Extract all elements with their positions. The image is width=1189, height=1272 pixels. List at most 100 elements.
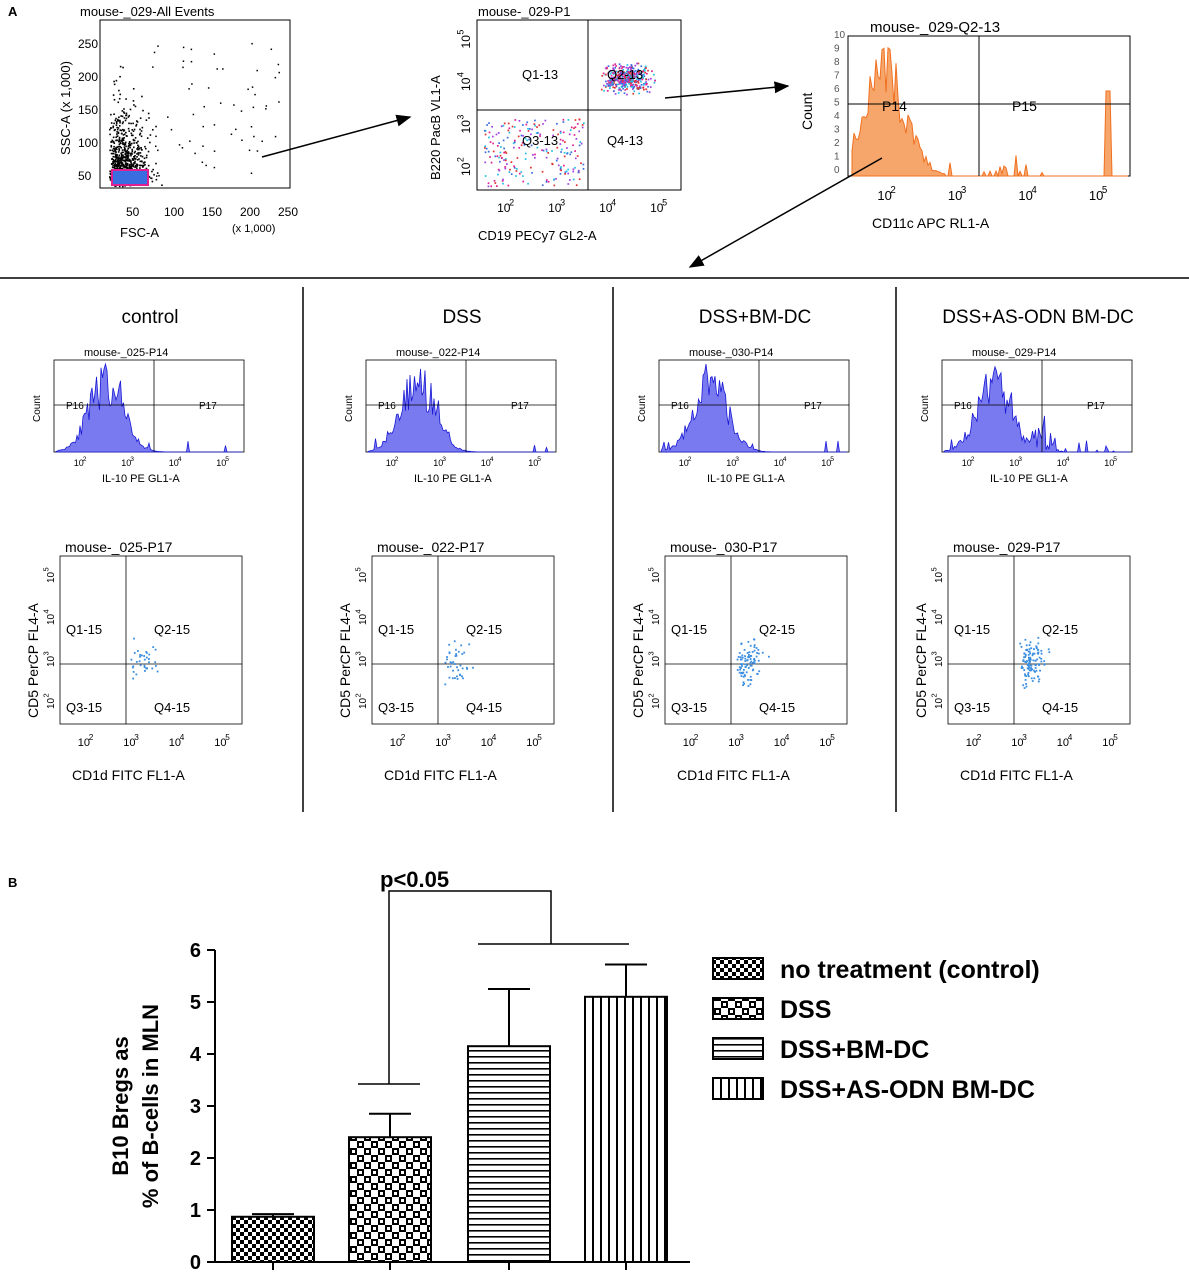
event-dot <box>634 83 637 86</box>
event-dot <box>1031 680 1034 682</box>
y-ticks: 0 1 2 3 4 5 6 <box>190 940 215 1272</box>
event-dot <box>278 101 280 103</box>
event-dot <box>619 70 622 73</box>
event-dot <box>136 153 138 155</box>
event-dot <box>1024 679 1027 681</box>
event-dot <box>136 121 139 123</box>
event-dot <box>141 155 144 158</box>
event-dot <box>1025 660 1028 663</box>
event-dot <box>637 80 639 83</box>
event-dot <box>136 142 138 144</box>
event-dot <box>125 164 128 167</box>
event-dot <box>749 644 752 647</box>
event-dot <box>446 656 448 658</box>
event-dot <box>117 118 119 121</box>
event-dot <box>615 70 618 73</box>
tick-label-group: 104 <box>42 609 58 625</box>
event-dot <box>118 156 120 158</box>
event-dot <box>620 82 623 85</box>
event-dot <box>113 98 116 101</box>
event-dot <box>114 119 117 122</box>
event-dot <box>455 653 458 656</box>
event-dot <box>129 160 132 163</box>
tick-label: 4 <box>611 197 616 207</box>
event-dot <box>203 105 206 108</box>
tick-label: 2 <box>688 456 692 463</box>
event-dot <box>1019 642 1022 645</box>
event-dot <box>1027 650 1030 653</box>
event-dot <box>115 117 117 120</box>
event-dot <box>459 674 461 676</box>
legend-swatch <box>712 1037 764 1060</box>
event-dot <box>498 142 500 144</box>
tick-label: 5 <box>537 456 541 463</box>
event-dot <box>618 63 621 66</box>
event-dot <box>488 136 490 139</box>
event-dot <box>116 135 119 138</box>
event-dot <box>736 658 739 661</box>
event-dot <box>555 177 557 180</box>
event-dot <box>609 69 612 72</box>
event-dot <box>444 661 447 664</box>
event-dot <box>132 163 135 166</box>
event-dot <box>115 79 118 82</box>
event-dot <box>574 150 577 152</box>
event-dot <box>149 141 151 144</box>
y-tick-label: 5 <box>834 98 840 109</box>
event-dot <box>524 137 527 140</box>
event-dot <box>642 73 645 76</box>
event-dot <box>513 141 516 144</box>
event-dot <box>741 656 744 659</box>
event-dot <box>139 117 142 120</box>
event-dot <box>534 156 536 159</box>
event-dot <box>118 185 121 188</box>
event-dot <box>632 77 635 80</box>
event-dot <box>116 156 119 159</box>
tick-label: 10 <box>46 655 57 667</box>
event-dot <box>531 172 533 174</box>
event-dot <box>508 131 511 134</box>
event-dot <box>567 119 570 121</box>
quadrant-label: Q4-15 <box>466 700 502 715</box>
event-dot <box>1021 665 1023 668</box>
event-dot <box>749 664 752 667</box>
arrow <box>261 114 412 158</box>
event-dot <box>582 122 585 125</box>
event-dot <box>531 128 533 131</box>
event-dot <box>124 148 126 151</box>
event-dot <box>127 145 130 148</box>
event-dot <box>207 87 210 89</box>
event-dot <box>152 646 155 648</box>
event-dot <box>513 165 515 168</box>
event-dot <box>612 64 615 67</box>
event-dot <box>562 139 564 142</box>
event-dot <box>636 76 639 78</box>
event-dot <box>136 650 139 652</box>
event-dot <box>628 79 631 81</box>
event-dot <box>133 156 135 158</box>
event-dot <box>110 122 113 124</box>
event-dot <box>618 89 620 91</box>
event-dot <box>142 165 144 168</box>
event-dot <box>136 159 139 161</box>
event-dot <box>1038 656 1041 659</box>
event-dot <box>761 651 764 654</box>
event-dot <box>510 161 513 164</box>
event-dot <box>117 119 119 122</box>
event-dot <box>113 142 116 145</box>
event-dot <box>647 69 649 72</box>
event-dot <box>125 117 128 120</box>
event-dot <box>134 160 136 163</box>
event-dot <box>112 162 115 165</box>
event-dot <box>750 655 753 657</box>
event-dot <box>130 658 133 661</box>
event-dot <box>642 83 645 86</box>
event-dot <box>115 122 118 125</box>
event-dot <box>609 81 612 84</box>
event-dot <box>1037 675 1040 678</box>
tick-label: 2 <box>401 733 406 742</box>
event-dot <box>494 182 497 184</box>
event-dot <box>250 172 253 175</box>
event-dot <box>545 180 548 183</box>
event-dot <box>121 115 124 118</box>
